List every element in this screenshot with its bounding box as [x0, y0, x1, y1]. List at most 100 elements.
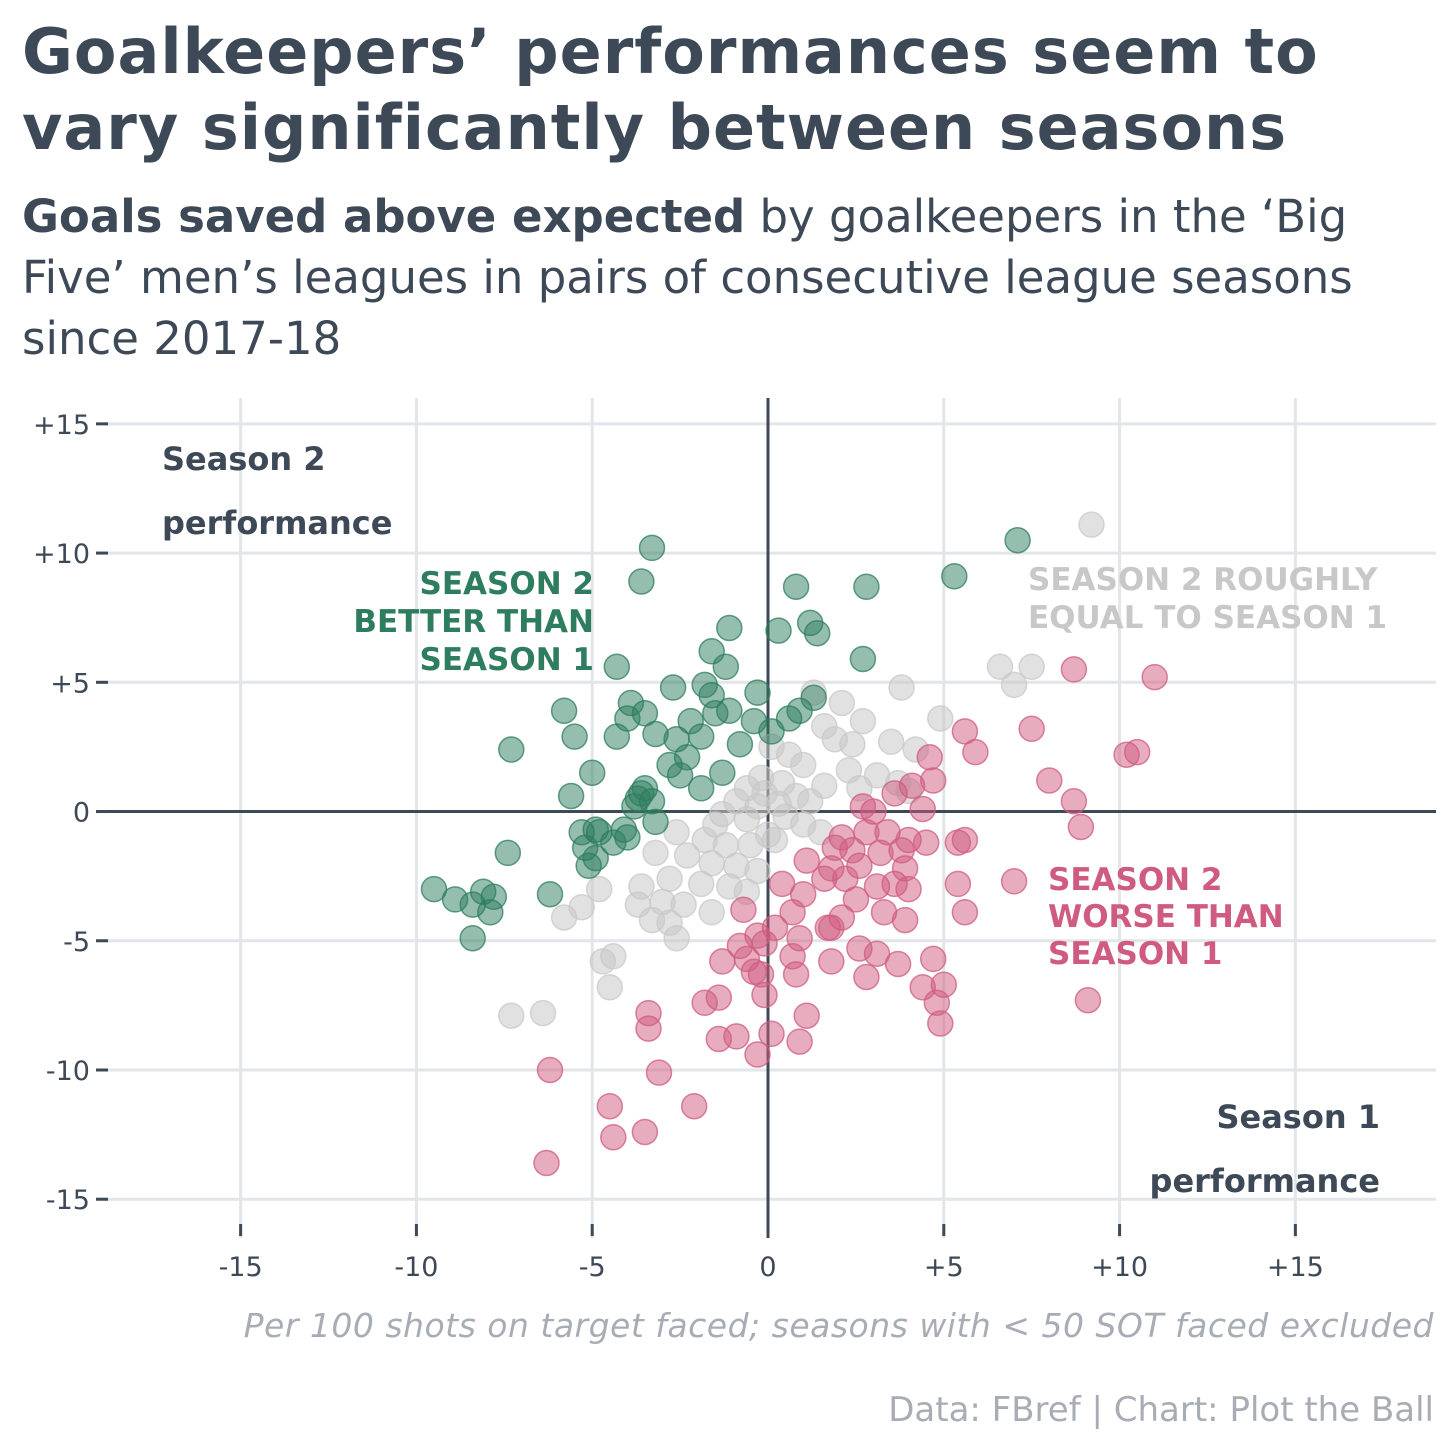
data-point — [1004, 526, 1031, 554]
data-point — [927, 1010, 954, 1037]
data-point — [944, 870, 972, 898]
subtitle-highlight: Goals saved above expected — [22, 190, 746, 243]
data-point — [578, 759, 606, 787]
data-point — [687, 775, 715, 802]
data-point — [962, 738, 989, 766]
y-tick-label: -5 — [63, 927, 90, 958]
data-point — [533, 1149, 560, 1177]
data-point — [1060, 656, 1088, 683]
data-point — [814, 914, 842, 942]
data-point — [575, 852, 602, 880]
data-point — [673, 842, 701, 869]
chart-title: Goalkeepers’ performances seem to vary s… — [22, 15, 1319, 164]
data-point — [536, 880, 564, 908]
data-point — [842, 886, 870, 913]
data-point — [582, 816, 609, 843]
data-point — [680, 1092, 708, 1120]
data-point — [839, 731, 866, 758]
y-tick-label: -10 — [46, 1056, 90, 1087]
x-tick-label: +15 — [1267, 1252, 1324, 1283]
series-label-better: SEASON 1 — [420, 642, 594, 678]
data-point — [912, 829, 940, 856]
data-point — [786, 1028, 813, 1055]
series-label-worse: SEASON 2 — [1048, 862, 1222, 898]
data-point — [758, 1020, 785, 1048]
data-point — [698, 899, 725, 926]
data-point — [782, 573, 810, 600]
data-point — [793, 847, 820, 874]
data-point — [733, 806, 761, 833]
data-point — [849, 707, 877, 735]
data-point — [1067, 813, 1095, 841]
data-point — [986, 653, 1014, 681]
data-point — [891, 906, 919, 934]
data-point — [477, 899, 504, 926]
y-tick-label: +15 — [33, 410, 90, 441]
data-point — [765, 617, 792, 644]
data-point — [596, 1092, 624, 1120]
data-point — [1018, 653, 1045, 681]
data-point — [744, 679, 771, 706]
data-point — [919, 945, 947, 973]
series-label-better: BETTER THAN — [353, 604, 594, 640]
y-tick-label: -15 — [46, 1185, 90, 1216]
data-point — [631, 1118, 659, 1146]
data-point — [420, 875, 448, 903]
data-point — [529, 999, 557, 1027]
x-axis-annotation: Season 1 — [1216, 1098, 1380, 1136]
data-point — [888, 674, 915, 701]
data-point — [951, 718, 979, 745]
x-tick-label: -5 — [579, 1252, 606, 1283]
data-point — [768, 870, 796, 898]
data-point — [793, 1002, 820, 1029]
data-point — [782, 961, 810, 988]
data-point — [895, 875, 922, 903]
data-point — [1018, 715, 1045, 743]
data-point — [645, 1059, 673, 1086]
data-point — [550, 904, 578, 931]
data-point — [600, 943, 627, 970]
data-point — [779, 899, 806, 926]
data-point — [853, 573, 880, 600]
data-point — [705, 1025, 733, 1053]
data-point — [603, 723, 631, 750]
data-point — [550, 697, 578, 724]
data-point — [561, 723, 588, 750]
data-point — [600, 1123, 627, 1151]
data-point — [849, 645, 877, 673]
y-axis-annotation: Season 2 — [162, 440, 326, 478]
data-point — [1000, 671, 1028, 699]
data-point — [853, 963, 880, 991]
x-tick-label: 0 — [759, 1252, 776, 1283]
data-point — [585, 875, 613, 903]
data-point — [1141, 663, 1168, 691]
data-point — [663, 924, 690, 952]
data-point — [863, 873, 891, 900]
data-point — [916, 744, 943, 771]
data-point — [754, 821, 782, 849]
chart-credit: Data: FBref | Chart: Plot the Ball — [888, 1390, 1434, 1430]
series-label-worse: WORSE THAN — [1048, 899, 1284, 935]
data-point — [751, 780, 778, 807]
data-point — [628, 780, 655, 807]
data-point — [796, 787, 824, 815]
data-point — [832, 865, 859, 892]
series-label-equal: SEASON 2 ROUGHLY — [1028, 562, 1378, 598]
x-tick-label: +10 — [1091, 1252, 1148, 1283]
data-point — [1123, 738, 1151, 766]
data-point — [951, 899, 979, 926]
data-point — [635, 1015, 662, 1042]
chart-subtitle: Goals saved above expected by goalkeeper… — [22, 186, 1442, 369]
data-point — [818, 948, 845, 975]
data-point — [656, 865, 683, 892]
data-point — [1060, 787, 1088, 815]
data-point — [557, 782, 585, 810]
x-tick-label: -10 — [394, 1252, 438, 1283]
series-label-better: SEASON 2 — [420, 566, 594, 602]
data-point — [951, 826, 979, 854]
data-point — [494, 839, 522, 867]
data-point — [638, 534, 666, 562]
series-equal — [498, 511, 1105, 1029]
data-point — [1074, 986, 1102, 1014]
